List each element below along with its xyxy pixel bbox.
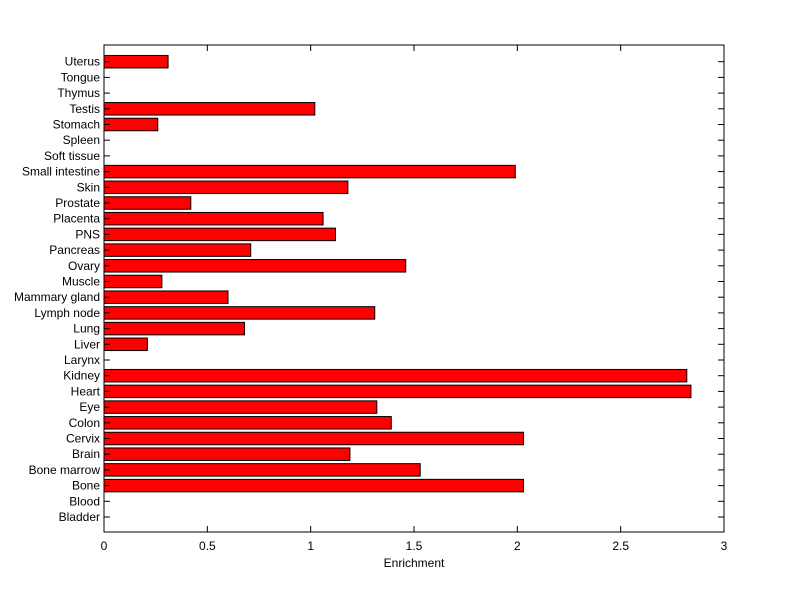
y-tick-label: Placenta <box>53 212 100 226</box>
y-tick-label: Lung <box>73 322 100 336</box>
y-tick-label: Blood <box>69 494 100 508</box>
y-tick-label: Larynx <box>64 353 100 367</box>
y-tick-label: Skin <box>77 180 100 194</box>
y-tick-label: Colon <box>69 416 100 430</box>
y-tick-label: Stomach <box>53 118 100 132</box>
y-tick-label: Soft tissue <box>44 149 100 163</box>
bar-testis <box>103 102 316 116</box>
y-tick-label: Spleen <box>63 133 100 147</box>
y-tick-label: Bone <box>72 479 100 493</box>
y-tick-label: Prostate <box>55 196 100 210</box>
y-tick-label: Ovary <box>68 259 100 273</box>
y-tick-label: Cervix <box>66 432 100 446</box>
bar-placenta <box>103 211 324 226</box>
bar-pns <box>103 227 336 242</box>
y-tick-label: Small intestine <box>22 165 100 179</box>
y-tick-label: PNS <box>75 227 100 241</box>
y-tick-label: Brain <box>72 447 100 461</box>
y-tick-label: Tongue <box>61 70 101 84</box>
y-tick-label: Testis <box>69 102 100 116</box>
bar-pancreas <box>103 243 252 257</box>
x-axis-label: Enrichment <box>384 556 445 570</box>
bar-skin <box>103 180 349 195</box>
bar-eye <box>103 400 378 414</box>
x-tick-label: 2 <box>514 539 521 553</box>
bar-colon <box>103 416 392 430</box>
bar-bone <box>103 478 525 493</box>
x-tick-label: 1 <box>307 539 314 553</box>
x-tick-label: 2.5 <box>612 539 629 553</box>
x-tick-label: 3 <box>721 539 728 553</box>
bar-ovary <box>103 259 407 273</box>
x-tick-label: 0.5 <box>199 539 216 553</box>
bar-brain <box>103 447 351 461</box>
y-tick-label: Mammary gland <box>14 290 100 304</box>
y-tick-label: Liver <box>74 337 100 351</box>
bar-stomach <box>103 117 159 132</box>
y-tick-label: Bone marrow <box>29 463 101 477</box>
bar-muscle <box>103 274 163 289</box>
y-tick-label: Eye <box>79 400 100 414</box>
bar-prostate <box>103 196 192 210</box>
bar-uterus <box>103 54 169 69</box>
y-tick-label: Thymus <box>57 86 100 100</box>
x-tick-label: 1.5 <box>406 539 423 553</box>
x-tick-label: 0 <box>101 539 108 553</box>
bar-mammary-gland <box>103 290 229 304</box>
bar-heart <box>103 384 692 399</box>
y-tick-label: Muscle <box>62 275 100 289</box>
y-tick-label: Bladder <box>59 510 100 524</box>
y-tick-label: Uterus <box>65 55 100 69</box>
y-tick-label: Kidney <box>63 369 100 383</box>
bar-liver <box>103 337 148 352</box>
y-tick-label: Lymph node <box>34 306 100 320</box>
y-tick-label: Heart <box>71 384 101 398</box>
bars-group <box>103 54 692 493</box>
bar-bone-marrow <box>103 463 421 477</box>
x-tick-labels: 0 0.5 1 1.5 2 2.5 3 <box>101 539 728 553</box>
y-tick-label: Pancreas <box>49 243 100 257</box>
bar-kidney <box>103 368 688 383</box>
bar-small-intestine <box>103 164 516 179</box>
bar-lymph-node <box>103 306 376 320</box>
ticks-group <box>103 45 725 532</box>
bar-lung <box>103 321 246 336</box>
bar-cervix <box>103 431 525 446</box>
